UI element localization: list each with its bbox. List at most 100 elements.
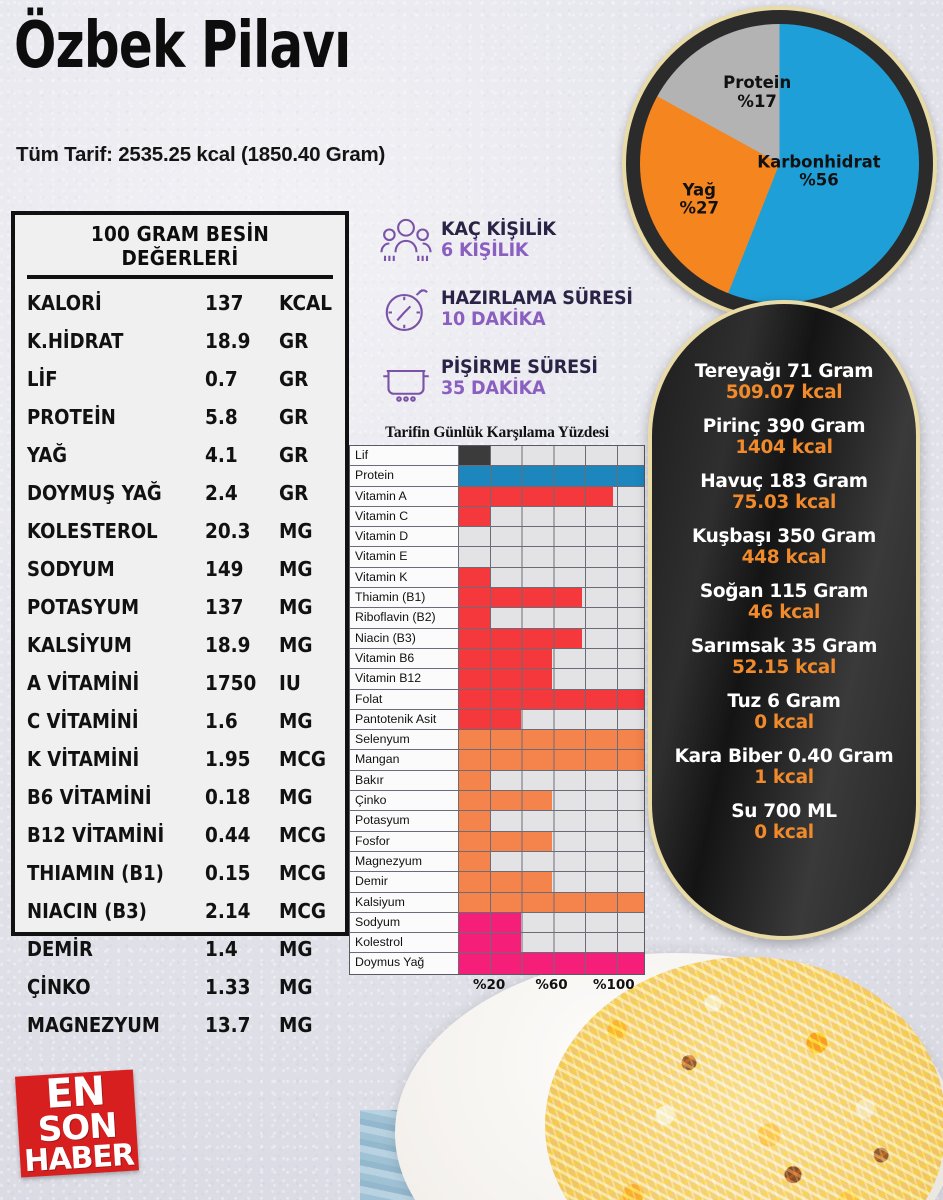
nutrition-row-unit: MCG	[279, 823, 327, 847]
chart-row: Vitamin C	[350, 506, 644, 528]
nutrition-row-name: KOLESTEROL	[27, 519, 158, 543]
chart-row: Sodyum	[350, 912, 644, 934]
chart-bar	[459, 608, 490, 628]
nutrition-row-name: YAĞ	[27, 443, 68, 467]
food-photo	[360, 935, 943, 1200]
nutrition-row-name: KALORİ	[27, 291, 102, 315]
ingredient-item: Kuşbaşı 350 Gram 448 kcal	[660, 526, 908, 568]
chart-bar	[459, 811, 490, 831]
chart-bar	[459, 892, 644, 912]
chart-x-tick: %20	[472, 976, 506, 993]
chart-bar	[459, 831, 552, 851]
chart-row-label: Protein	[350, 466, 459, 486]
nutrition-row: THIAMIN (B1) 0.15 MCG	[27, 854, 333, 892]
chart-row: Kolestrol	[350, 933, 644, 954]
chart-row-track	[459, 872, 644, 892]
nutrition-row-unit: MG	[279, 709, 313, 733]
chart-row-label: Pantotenik Asit	[350, 709, 459, 730]
ingredients-list: Tereyağı 71 Gram 509.07 kcal Pirinç 390 Gr…	[652, 304, 916, 936]
nutrition-row-unit: MG	[279, 1013, 313, 1037]
nutrition-row: K.HİDRAT 18.9 GR	[27, 322, 333, 360]
pie-label-protein: Protein %17	[723, 73, 791, 111]
pie-ring: Karbonhidrat %56 Yağ %27 Protein %17	[626, 10, 933, 317]
chart-row-track	[459, 466, 644, 486]
nutrition-row-value: 2.14	[205, 899, 251, 923]
ensonhaber-logo: EN SON HABER	[15, 1068, 139, 1179]
ingredient-item: Tuz 6 Gram 0 kcal	[660, 691, 908, 733]
chart-row-track	[459, 811, 644, 831]
serving-info-item: HAZIRLAMA SÜRESİ 10 DAKİKA	[378, 281, 643, 337]
ingredient-kcal: 509.07 kcal	[725, 382, 843, 403]
pie-label-karbonhidrat: Karbonhidrat %56	[757, 153, 880, 190]
nutrition-row-value: 20.3	[205, 519, 251, 543]
chart-row: Niacin (B3)	[350, 628, 644, 649]
chart-row-label: Magnezyum	[350, 851, 459, 872]
ingredient-item: Kara Biber 0.40 Gram 1 kcal	[660, 746, 908, 788]
chart-row-track	[459, 953, 644, 975]
nutrition-row: SODYUM 149 MG	[27, 550, 333, 588]
chart-row-label: Vitamin C	[350, 506, 459, 527]
chart-row-label: Lif	[350, 446, 459, 466]
chart-bar	[459, 669, 552, 689]
chart-bar	[459, 750, 644, 770]
ingredient-name: Kara Biber 0.40 Gram	[674, 746, 894, 767]
serving-info-title: KAÇ KİŞİLİK	[441, 219, 556, 240]
nutrition-row: ÇİNKO 1.33 MG	[27, 968, 333, 1006]
ingredient-name: Soğan 115 Gram	[699, 581, 869, 602]
ingredient-name: Havuç 183 Gram	[700, 471, 868, 492]
chart-row: Vitamin D	[350, 527, 644, 548]
chart-bar	[459, 912, 521, 933]
nutrition-row: MAGNEZYUM 13.7 MG	[27, 1006, 333, 1044]
chart-bar	[459, 953, 644, 974]
chart-row-label: Thiamin (B1)	[350, 588, 459, 608]
nutrition-row-name: C VİTAMİNİ	[27, 709, 139, 733]
nutrition-row: A VİTAMİNİ 1750 IU	[27, 664, 333, 702]
nutrition-row: KOLESTEROL 20.3 MG	[27, 512, 333, 550]
nutrition-row-unit: MG	[279, 557, 313, 581]
nutrition-row-name: SODYUM	[27, 557, 115, 581]
nutrition-row-value: 1750	[205, 671, 257, 695]
chart-row: Bakır	[350, 770, 644, 792]
chart-row-track	[459, 933, 644, 953]
chart-bar	[459, 567, 490, 588]
stopwatch-icon	[378, 281, 434, 337]
chart-row-track	[459, 506, 644, 527]
nutrition-row-name: THIAMIN (B1)	[27, 861, 164, 885]
serving-info-title: PİŞİRME SÜRESİ	[441, 357, 598, 378]
pie-label-pct: %56	[799, 170, 839, 190]
chart-row: Demir	[350, 872, 644, 893]
chart-row-track	[459, 709, 644, 730]
chart-row-label: Kalsiyum	[350, 892, 459, 912]
chart-row: Selenyum	[350, 730, 644, 751]
nutrition-row: C VİTAMİNİ 1.6 MG	[27, 702, 333, 740]
nutrition-row-value: 18.9	[205, 633, 251, 657]
ingredient-kcal: 0 kcal	[754, 712, 814, 733]
serving-info-text: KAÇ KİŞİLİK 6 KİŞİLİK	[434, 219, 562, 261]
ingredient-item: Sarımsak 35 Gram 52.15 kcal	[660, 636, 908, 678]
chart-row: Vitamin A	[350, 486, 644, 507]
chart-row-label: Niacin (B3)	[350, 628, 459, 648]
chart-row-label: Kolestrol	[350, 933, 459, 953]
chart-row-label: Vitamin E	[350, 547, 459, 567]
chart-plot-area: Lif Protein Vitamin A Vitamin C Vitamin D Vit…	[349, 445, 645, 975]
ingredient-kcal: 0 kcal	[754, 822, 814, 843]
chart-bar	[459, 770, 490, 791]
chart-row: Vitamin B12	[350, 669, 644, 690]
chart-row: Doymus Yağ	[350, 953, 644, 975]
nutrition-row: YAĞ 4.1 GR	[27, 436, 333, 474]
nutrition-row-name: POTASYUM	[27, 595, 140, 619]
chart-row-label: Çinko	[350, 791, 459, 811]
chart-row: Vitamin B6	[350, 648, 644, 670]
chart-row-label: Mangan	[350, 750, 459, 770]
ingredient-name: Kuşbaşı 350 Gram	[691, 526, 877, 547]
chart-row: Vitamin E	[350, 547, 644, 568]
chart-row-track	[459, 892, 644, 913]
serving-info-item: KAÇ KİŞİLİK 6 KİŞİLİK	[378, 212, 643, 268]
chart-row-track	[459, 912, 644, 933]
chart-row-label: Doymus Yağ	[350, 953, 459, 974]
chart-bar	[459, 933, 521, 953]
nutrition-row-value: 137	[205, 595, 244, 619]
chart-row-track	[459, 831, 644, 852]
nutrition-row-unit: GR	[279, 405, 309, 429]
chart-bar	[459, 872, 552, 892]
